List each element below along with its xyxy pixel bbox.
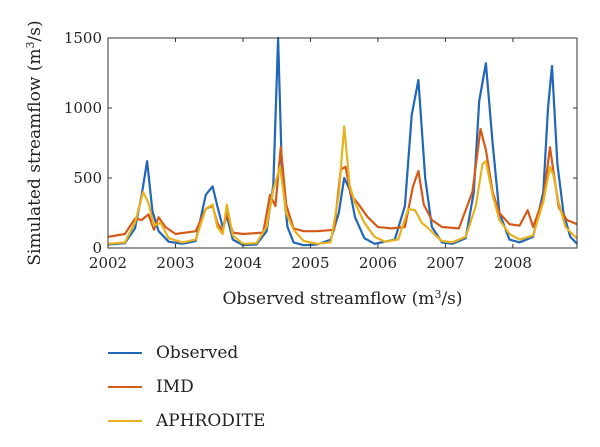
chart: 2002 2003 2004 2005 2006 2007 2008 0 500 1000 150… [24, 20, 578, 310]
legend-item-observed: Observed [108, 336, 265, 370]
y-tick-label: 0 [92, 239, 102, 257]
x-tick-label: 2003 [156, 254, 194, 272]
x-tick-label: 2004 [224, 254, 262, 272]
y-axis-label-main: Simulated streamflow (m [25, 48, 45, 265]
legend-swatch-imd [108, 386, 142, 388]
series-layer [107, 36, 578, 247]
series-line-aphrodite [107, 125, 578, 245]
series-line-imd [107, 127, 578, 238]
legend: Observed IMD APHRODITE [108, 336, 265, 438]
legend-label-aphrodite: APHRODITE [156, 411, 266, 431]
y-tick-label: 1000 [64, 99, 102, 117]
y-axis-label: Simulated streamflow (m3/s) [24, 20, 46, 265]
legend-item-aphrodite: APHRODITE [108, 404, 265, 438]
x-axis-label: Observed streamflow (m3/s) [222, 288, 462, 310]
legend-swatch-observed [108, 352, 142, 354]
legend-label-imd: IMD [156, 377, 194, 397]
x-axis-label-tail: /s) [441, 289, 462, 309]
x-tick-label: 2005 [291, 254, 329, 272]
x-tick-label: 2006 [359, 254, 397, 272]
y-axis: 0 500 1000 1500 [64, 29, 577, 257]
y-tick-label: 500 [73, 169, 102, 187]
legend-label-observed: Observed [156, 343, 239, 363]
legend-item-imd: IMD [108, 370, 265, 404]
x-tick-label: 2007 [426, 254, 464, 272]
x-axis: 2002 2003 2004 2005 2006 2007 2008 [89, 38, 532, 272]
plot-frame [107, 37, 578, 249]
x-tick-label: 2008 [494, 254, 532, 272]
x-axis-label-main: Observed streamflow (m [222, 289, 434, 309]
y-axis-label-sup: 3 [24, 41, 37, 48]
x-tick-label: 2002 [89, 254, 127, 272]
y-tick-label: 1500 [64, 29, 102, 47]
x-axis-label-sup: 3 [434, 288, 441, 301]
legend-swatch-aphrodite [108, 420, 142, 422]
y-axis-label-tail: /s) [25, 20, 45, 41]
